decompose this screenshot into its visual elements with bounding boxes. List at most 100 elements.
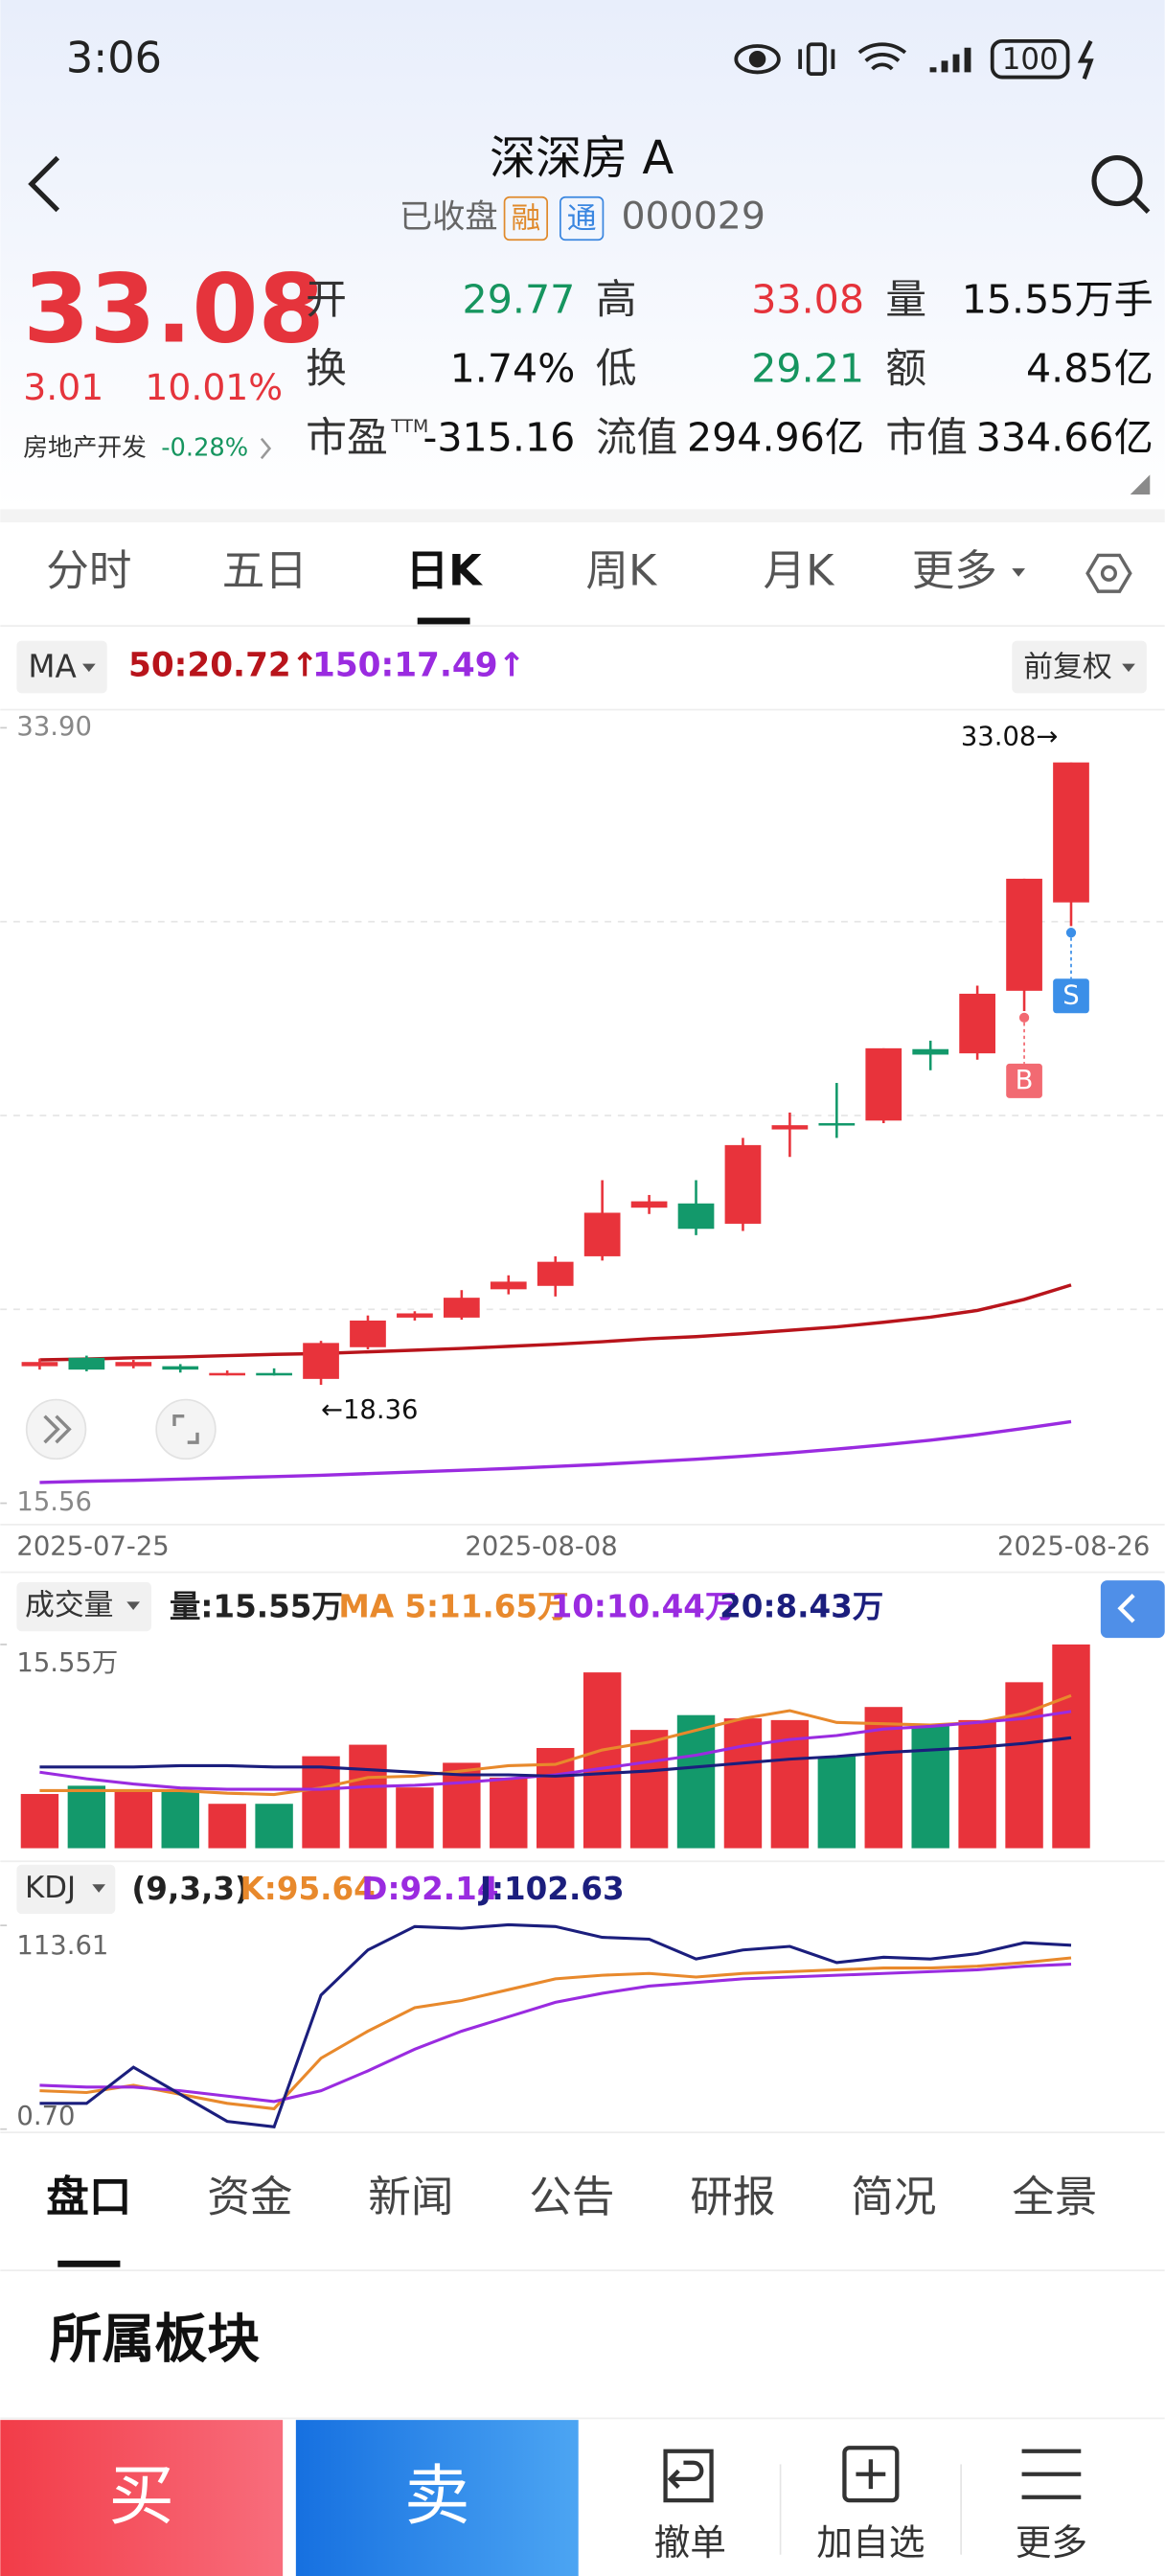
buy-label[interactable]: 买 xyxy=(108,2458,174,2535)
volume-bar xyxy=(1052,1644,1090,1849)
y-tick-label: 113.61 xyxy=(16,1931,108,1961)
chart-tab[interactable]: 日K xyxy=(406,545,484,595)
header-bg xyxy=(0,0,1165,510)
high-annotation: 33.08→ xyxy=(961,722,1058,751)
adjust-mode: 前复权 xyxy=(1023,650,1112,684)
volume-bar xyxy=(396,1787,434,1849)
ma-legend: 150:17.49↑ xyxy=(312,646,525,684)
volume-bar xyxy=(676,1714,716,1849)
signal-badge xyxy=(1053,978,1089,1014)
candle-body xyxy=(209,1372,246,1376)
volume-bar xyxy=(114,1790,153,1849)
signal-label: B xyxy=(1016,1066,1034,1095)
action-label[interactable]: 撤单 xyxy=(654,2521,726,2564)
chart-tab[interactable]: 更多 xyxy=(912,545,997,595)
indicator-params: (9,3,3) xyxy=(131,1871,248,1907)
stat-value: 334.66亿 xyxy=(976,414,1154,460)
volume-bar xyxy=(302,1756,340,1849)
stat-value: 1.74% xyxy=(450,345,576,391)
sector-change: -0.28% xyxy=(161,433,248,462)
x-tick-label: 2025-08-26 xyxy=(997,1531,1150,1561)
candle-body xyxy=(490,1281,527,1290)
info-tab[interactable]: 盘口 xyxy=(46,2172,131,2221)
signal-badge xyxy=(1006,1063,1042,1098)
kdj-legend: D:92.14 xyxy=(361,1871,498,1907)
search-button[interactable] xyxy=(1091,155,1151,214)
status-icons xyxy=(734,38,1094,80)
indicator-selector[interactable] xyxy=(16,1864,116,1915)
info-tab[interactable]: 简况 xyxy=(851,2172,936,2221)
indicator-name: MA xyxy=(28,649,76,685)
chart-tab[interactable]: 分时 xyxy=(46,545,131,595)
volume-ma-line xyxy=(39,1693,1072,1797)
change-pct: 10.01% xyxy=(145,366,283,408)
stat-value: 33.08 xyxy=(751,276,864,322)
buy-button[interactable] xyxy=(0,2420,284,2576)
tag: 通 xyxy=(567,201,597,236)
candle-body xyxy=(771,1125,809,1130)
info-tab[interactable]: 公告 xyxy=(529,2172,614,2221)
settings-button[interactable] xyxy=(1085,553,1132,593)
adjust-selector[interactable] xyxy=(1012,640,1147,694)
collapse-tab[interactable] xyxy=(1100,1580,1165,1639)
kdj-legend: K:95.64 xyxy=(240,1871,376,1907)
info-tab[interactable]: 全景 xyxy=(1012,2172,1097,2221)
volume-bar xyxy=(443,1762,481,1849)
signal-label: S xyxy=(1062,981,1079,1011)
battery-level: 100 xyxy=(1002,42,1059,77)
sell-button[interactable] xyxy=(295,2420,579,2576)
stock-code: 000029 xyxy=(621,194,765,238)
kdj-line xyxy=(39,1956,1072,2111)
y-tick-label: 33.90 xyxy=(16,712,91,742)
candle-body xyxy=(303,1343,339,1379)
stat-label: 低 xyxy=(596,345,637,393)
candle-body xyxy=(68,1357,105,1370)
kdj-line xyxy=(39,1922,1072,2128)
chart-tab[interactable]: 周K xyxy=(585,545,658,595)
stat-label: 量 xyxy=(885,276,926,324)
x-tick-label: 2025-08-08 xyxy=(465,1531,617,1561)
candle-body xyxy=(162,1366,199,1370)
sell-label[interactable]: 卖 xyxy=(404,2458,470,2535)
chart-tab[interactable]: 五日 xyxy=(222,545,308,595)
indicator-selector[interactable] xyxy=(16,640,107,694)
tab-indicator xyxy=(417,617,470,625)
back-button[interactable] xyxy=(28,155,60,213)
tag-badge xyxy=(560,196,605,242)
candle-body xyxy=(256,1372,292,1376)
stat-label-sup: TTM xyxy=(390,417,428,437)
tag-badge xyxy=(503,196,548,242)
candle-body xyxy=(1053,762,1089,903)
candle-body xyxy=(1006,878,1042,991)
action-label[interactable]: 更多 xyxy=(1016,2521,1087,2564)
info-tab[interactable]: 资金 xyxy=(207,2172,292,2221)
volume-bar xyxy=(20,1793,59,1849)
action-label[interactable]: 加自选 xyxy=(816,2521,925,2564)
action-icons[interactable] xyxy=(663,2446,1082,2503)
chart-controls[interactable] xyxy=(25,1398,217,1460)
dropdown-arrow xyxy=(1012,568,1025,577)
volume-bar xyxy=(911,1724,949,1849)
chart-tab[interactable]: 月K xyxy=(764,545,836,595)
sector-link[interactable] xyxy=(260,437,272,460)
y-tick-label: 15.55万 xyxy=(16,1648,118,1678)
stat-value: 15.55万手 xyxy=(962,276,1154,322)
stat-label: 高 xyxy=(596,276,637,324)
indicator-name: 成交量 xyxy=(25,1588,114,1622)
dropdown-arrow xyxy=(82,663,96,673)
stat-label: 流值 xyxy=(596,414,678,462)
kdj-legend: J:102.63 xyxy=(478,1871,625,1907)
candle-body xyxy=(583,1212,621,1256)
dropdown-arrow xyxy=(1122,663,1135,673)
market-status: 已收盘 xyxy=(400,197,498,236)
stat-value: 29.77 xyxy=(463,276,576,322)
candle-body xyxy=(677,1203,715,1230)
indicator-selector[interactable] xyxy=(16,1581,151,1632)
info-tab[interactable]: 研报 xyxy=(690,2172,775,2221)
signal-dot xyxy=(1018,1012,1030,1024)
stat-value: 294.96亿 xyxy=(687,414,864,460)
stat-value: 29.21 xyxy=(751,345,864,391)
expand-corner[interactable] xyxy=(1130,474,1151,494)
info-tab[interactable]: 新闻 xyxy=(368,2172,453,2221)
